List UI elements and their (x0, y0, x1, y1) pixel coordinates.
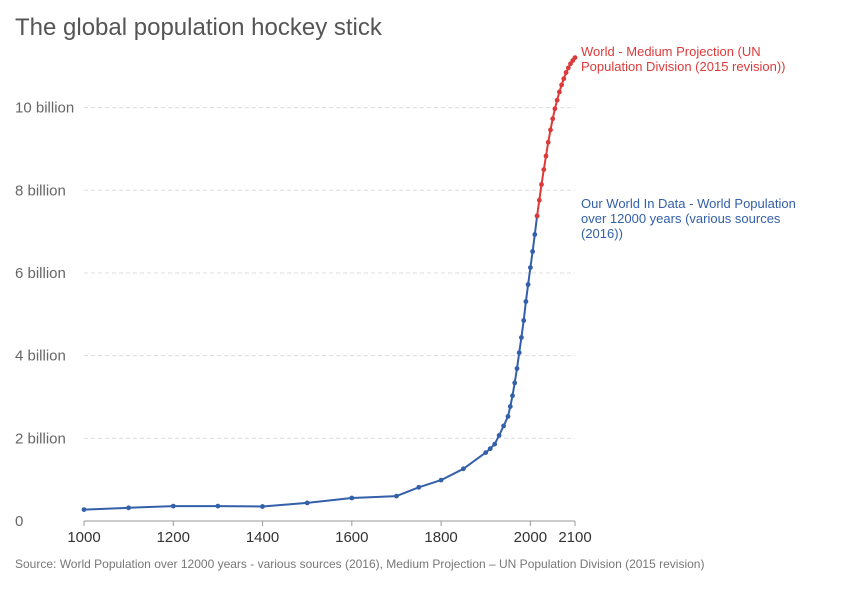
projection-series (534, 55, 578, 219)
data-point (81, 507, 87, 512)
data-point (534, 213, 540, 219)
y-tick-label: 2 billion (15, 430, 66, 447)
projection-line (536, 56, 576, 217)
grid-lines (84, 107, 575, 439)
historical-series (81, 213, 540, 512)
data-point (260, 504, 265, 509)
data-point (530, 249, 535, 254)
x-tick-label: 2000 (514, 529, 547, 546)
data-point (550, 116, 556, 122)
historical-series-label: Our World In Data - World Population (581, 196, 796, 211)
data-point (525, 282, 531, 287)
historical-series-label: over 12000 years (various sources (581, 211, 781, 226)
y-tick-label: 10 billion (15, 100, 74, 117)
y-tick-label: 0 (15, 513, 23, 530)
historical-series-label: (2016)) (581, 226, 623, 241)
x-axis-ticks: 1000 1200 1400 1600 1800 2000 2100 (67, 521, 592, 546)
data-point (559, 82, 564, 88)
series-group (81, 55, 578, 512)
series-labels: World - Medium Projection (UNPopulation … (581, 44, 796, 241)
data-point (536, 197, 542, 203)
chart-title: The global population hockey stick (15, 14, 383, 41)
data-point (532, 232, 538, 237)
y-tick-label: 8 billion (15, 182, 66, 199)
data-point (496, 433, 502, 438)
y-axis-ticks: 0 2 billion 4 billion 6 billion 8 billion 10 … (15, 100, 74, 530)
data-point (483, 450, 489, 455)
y-tick-label: 6 billion (15, 265, 66, 282)
data-point (514, 366, 520, 371)
projection-series-label: World - Medium Projection (UN (581, 44, 761, 59)
data-point (541, 167, 547, 173)
data-point (543, 153, 549, 159)
data-point (304, 500, 310, 506)
data-point (521, 318, 527, 323)
data-point (561, 76, 567, 82)
data-point (492, 441, 498, 447)
data-point (510, 393, 515, 399)
x-tick-label: 2100 (558, 529, 591, 546)
data-point (512, 380, 518, 386)
data-point (539, 182, 544, 187)
data-point (505, 414, 511, 419)
data-point (215, 503, 221, 509)
y-tick-label: 4 billion (15, 348, 66, 365)
data-point (545, 139, 551, 145)
data-point (519, 335, 524, 340)
x-tick-label: 1200 (157, 529, 190, 546)
data-point (501, 423, 506, 429)
x-tick-label: 1000 (67, 529, 100, 546)
data-point (554, 97, 560, 103)
data-point (126, 505, 131, 511)
data-point (552, 106, 558, 112)
data-point (170, 503, 176, 509)
x-tick-label: 1400 (246, 529, 279, 546)
data-point (394, 493, 399, 499)
data-point (563, 70, 569, 75)
data-point (416, 484, 422, 490)
data-point (487, 446, 493, 452)
data-point (528, 265, 533, 270)
data-point (557, 89, 562, 95)
data-point (349, 495, 355, 501)
data-point (523, 299, 529, 304)
x-tick-label: 1600 (335, 529, 368, 546)
data-point (507, 404, 513, 409)
data-point (565, 65, 571, 71)
source-note: Source: World Population over 12000 year… (15, 557, 704, 571)
data-point (572, 55, 578, 60)
data-point (548, 127, 553, 133)
x-tick-label: 1800 (424, 529, 457, 546)
data-point (461, 466, 466, 472)
data-point (516, 350, 522, 356)
historical-line (83, 215, 539, 511)
data-point (438, 477, 444, 483)
projection-series-label: Population Division (2015 revision)) (581, 59, 786, 74)
